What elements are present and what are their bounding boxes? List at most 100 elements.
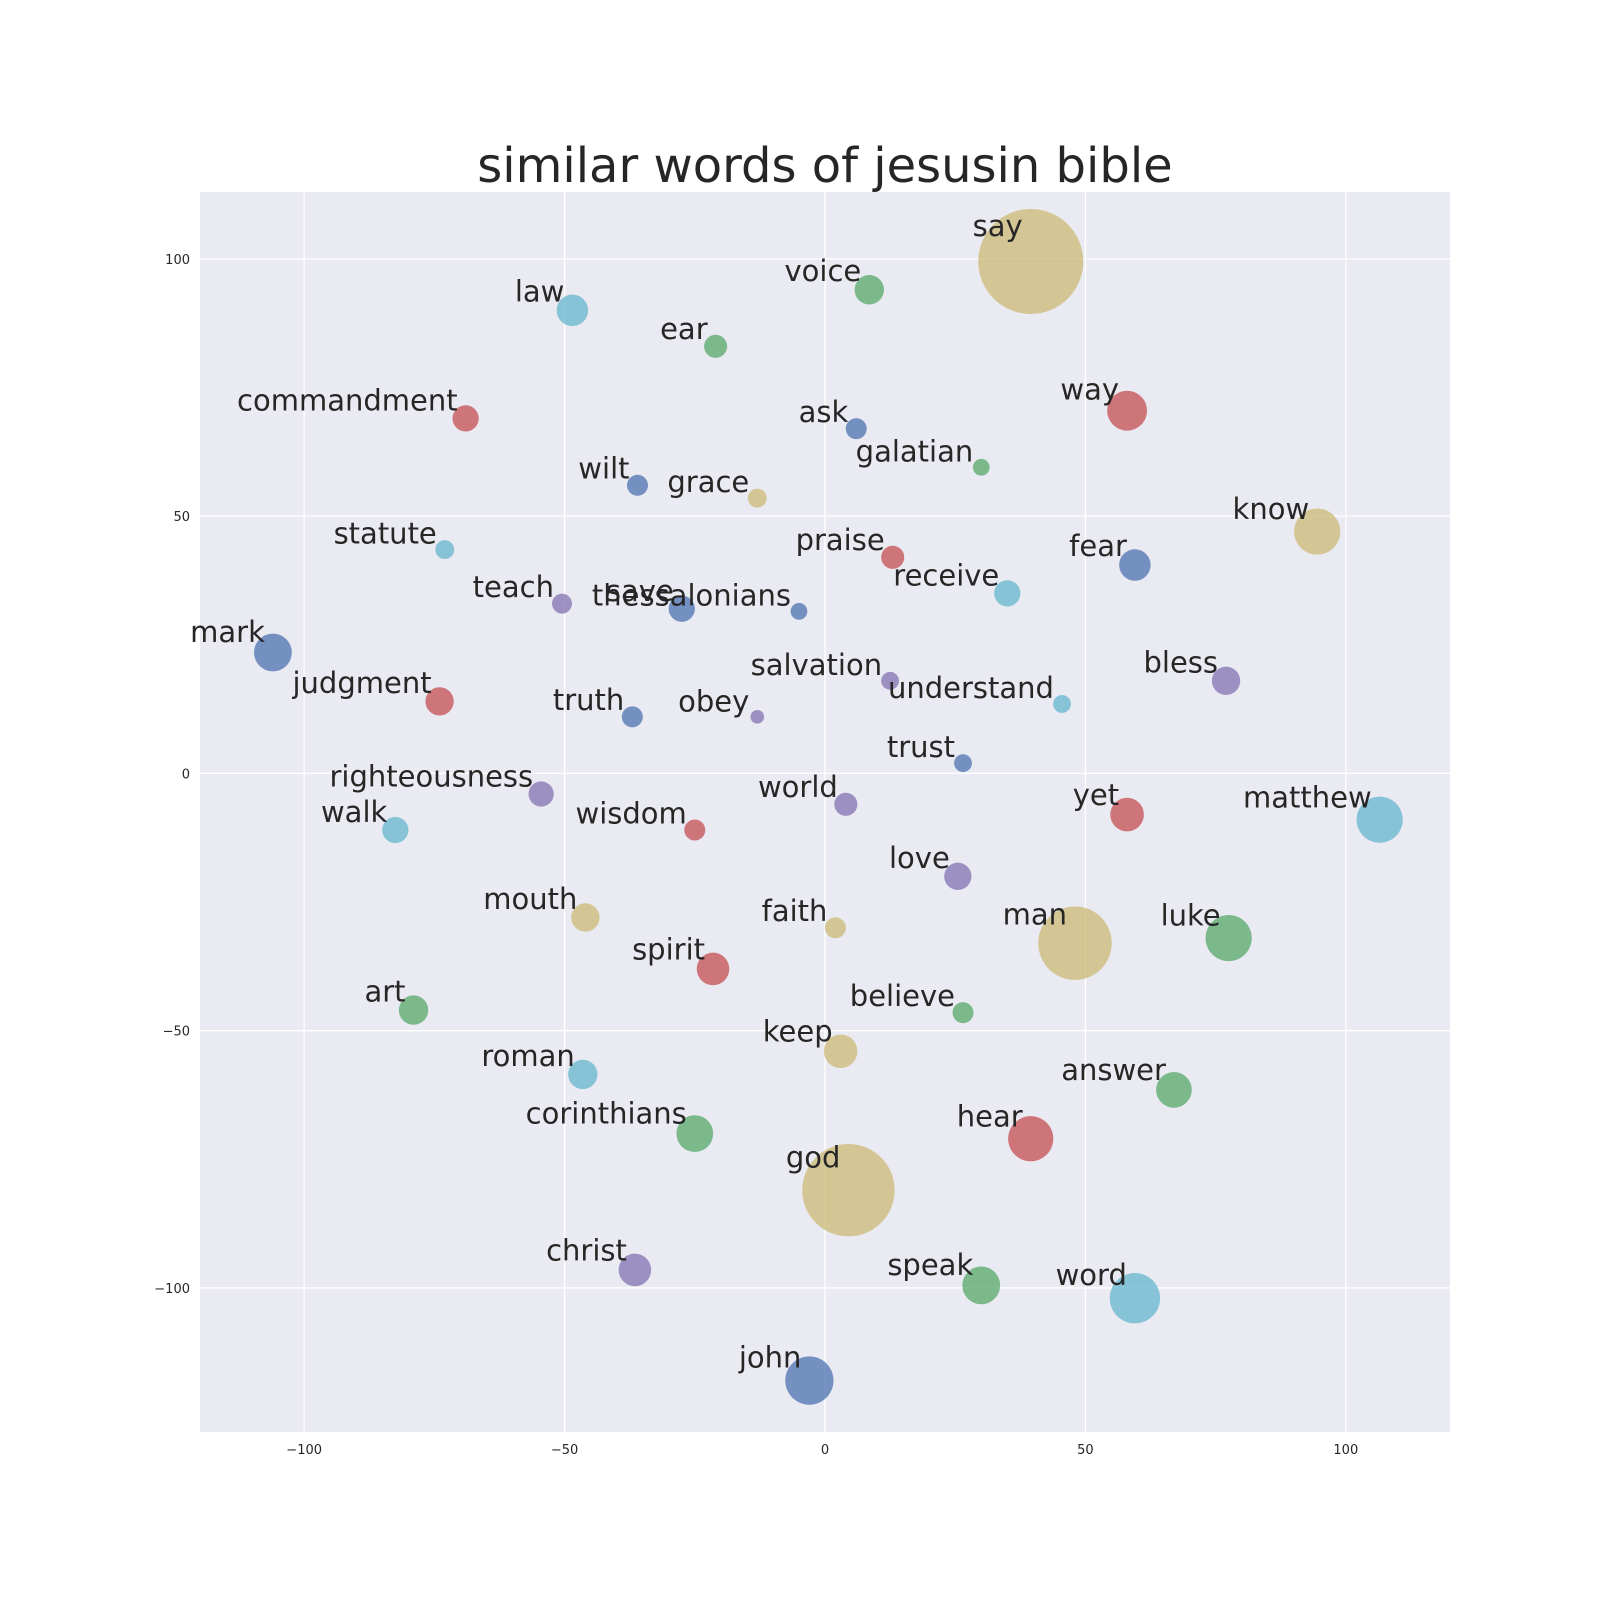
data-label-teach: teach [473,570,554,604]
data-point-praise [881,545,905,569]
data-labels: say voice law ear commandment ask way galatian w… [190,209,1372,1375]
data-point-speak [962,1266,1001,1305]
data-label-say: say [973,209,1023,243]
x-tick-label: 50 [1077,1443,1094,1458]
data-point-christ [618,1253,652,1287]
y-tick-label: 50 [173,510,190,525]
data-label-man: man [1003,898,1067,932]
data-point-wilt [627,474,648,496]
data-point-hear [1008,1116,1054,1162]
data-label-grace: grace [667,465,749,499]
data-label-roman: roman [481,1039,574,1073]
data-label-fear: fear [1069,529,1127,563]
data-label-ear: ear [660,312,708,346]
data-label-faith: faith [762,894,828,928]
data-point-mark [254,633,292,672]
data-point-ear [704,334,728,358]
data-point-trust [954,754,972,773]
data-point-bless [1211,666,1241,695]
data-label-thessalonians: thessalonians [592,579,791,613]
data-label-mouth: mouth [483,882,577,916]
data-label-corinthians: corinthians [526,1096,687,1130]
data-label-world: world [758,770,838,804]
data-point-judgment [425,687,454,716]
data-point-obey [750,709,765,724]
data-label-obey: obey [678,685,749,719]
data-point-matthew [1356,796,1403,843]
data-label-keep: keep [763,1015,833,1049]
data-label-law: law [515,274,565,308]
data-label-spirit: spirit [632,933,705,967]
data-point-salvation [881,671,900,690]
x-tick-label: −100 [286,1443,322,1458]
data-point-law [556,294,589,327]
data-label-wilt: wilt [578,452,629,486]
data-point-voice [854,275,884,305]
data-label-wisdom: wisdom [575,796,686,830]
data-point-love [944,862,972,890]
data-label-ask: ask [799,395,849,429]
data-label-matthew: matthew [1243,780,1372,814]
data-label-walk: walk [321,795,388,829]
data-point-fear [1119,549,1151,581]
data-label-word: word [1056,1258,1127,1292]
data-label-god: god [786,1140,841,1174]
data-point-answer [1156,1071,1192,1108]
data-point-keep [823,1034,858,1069]
data-point-statute [435,540,455,560]
data-label-answer: answer [1061,1053,1166,1087]
data-point-receive [994,580,1021,607]
axis-ticks: −100 −50 0 50 100 100 50 0 −50 −100 [154,253,1358,1458]
data-label-commandment: commandment [237,383,458,417]
y-tick-label: −50 [163,1025,190,1040]
data-label-yet: yet [1073,778,1119,812]
data-point-word [1109,1273,1161,1324]
data-point-ask [845,418,867,440]
data-label-art: art [364,974,405,1008]
data-point-mouth [571,903,600,932]
data-label-receive: receive [893,558,999,592]
data-point-teach [552,593,572,614]
grid-lines [200,192,1450,1432]
data-label-bless: bless [1144,645,1219,679]
data-label-mark: mark [190,615,265,649]
y-tick-label: 0 [182,767,190,782]
data-point-luke [1205,914,1252,962]
data-label-believe: believe [850,979,955,1013]
y-tick-label: −100 [154,1282,190,1297]
data-label-voice: voice [785,254,862,288]
data-point-save [668,595,695,622]
data-label-understand: understand [888,671,1054,705]
data-point-john [785,1356,834,1405]
chart-title: similar words of jesusin bible [477,138,1173,194]
data-label-righteousness: righteousness [329,759,533,793]
data-label-galatian: galatian [856,434,974,468]
data-point-say [978,208,1084,314]
data-point-believe [952,1002,974,1024]
data-label-statute: statute [334,516,437,550]
y-tick-label: 100 [165,253,190,268]
data-point-know [1294,508,1341,555]
data-point-righteousness [528,781,554,807]
x-tick-label: 0 [821,1443,829,1458]
data-point-commandment [452,405,479,432]
data-point-man [1038,906,1112,980]
data-points [254,208,1403,1405]
data-point-god [802,1143,895,1237]
data-point-corinthians [676,1115,714,1152]
data-label-love: love [889,841,950,875]
data-point-understand [1053,695,1071,713]
x-tick-label: 100 [1333,1443,1358,1458]
data-label-john: john [738,1341,802,1375]
data-label-know: know [1233,492,1310,526]
data-point-yet [1110,797,1144,832]
data-label-luke: luke [1161,899,1221,933]
data-point-wisdom [684,819,706,841]
data-label-praise: praise [796,523,885,557]
data-label-speak: speak [887,1248,973,1282]
data-point-thessalonians [790,602,808,620]
data-label-salvation: salvation [751,648,882,682]
data-point-roman [568,1059,598,1090]
data-label-christ: christ [546,1234,627,1268]
